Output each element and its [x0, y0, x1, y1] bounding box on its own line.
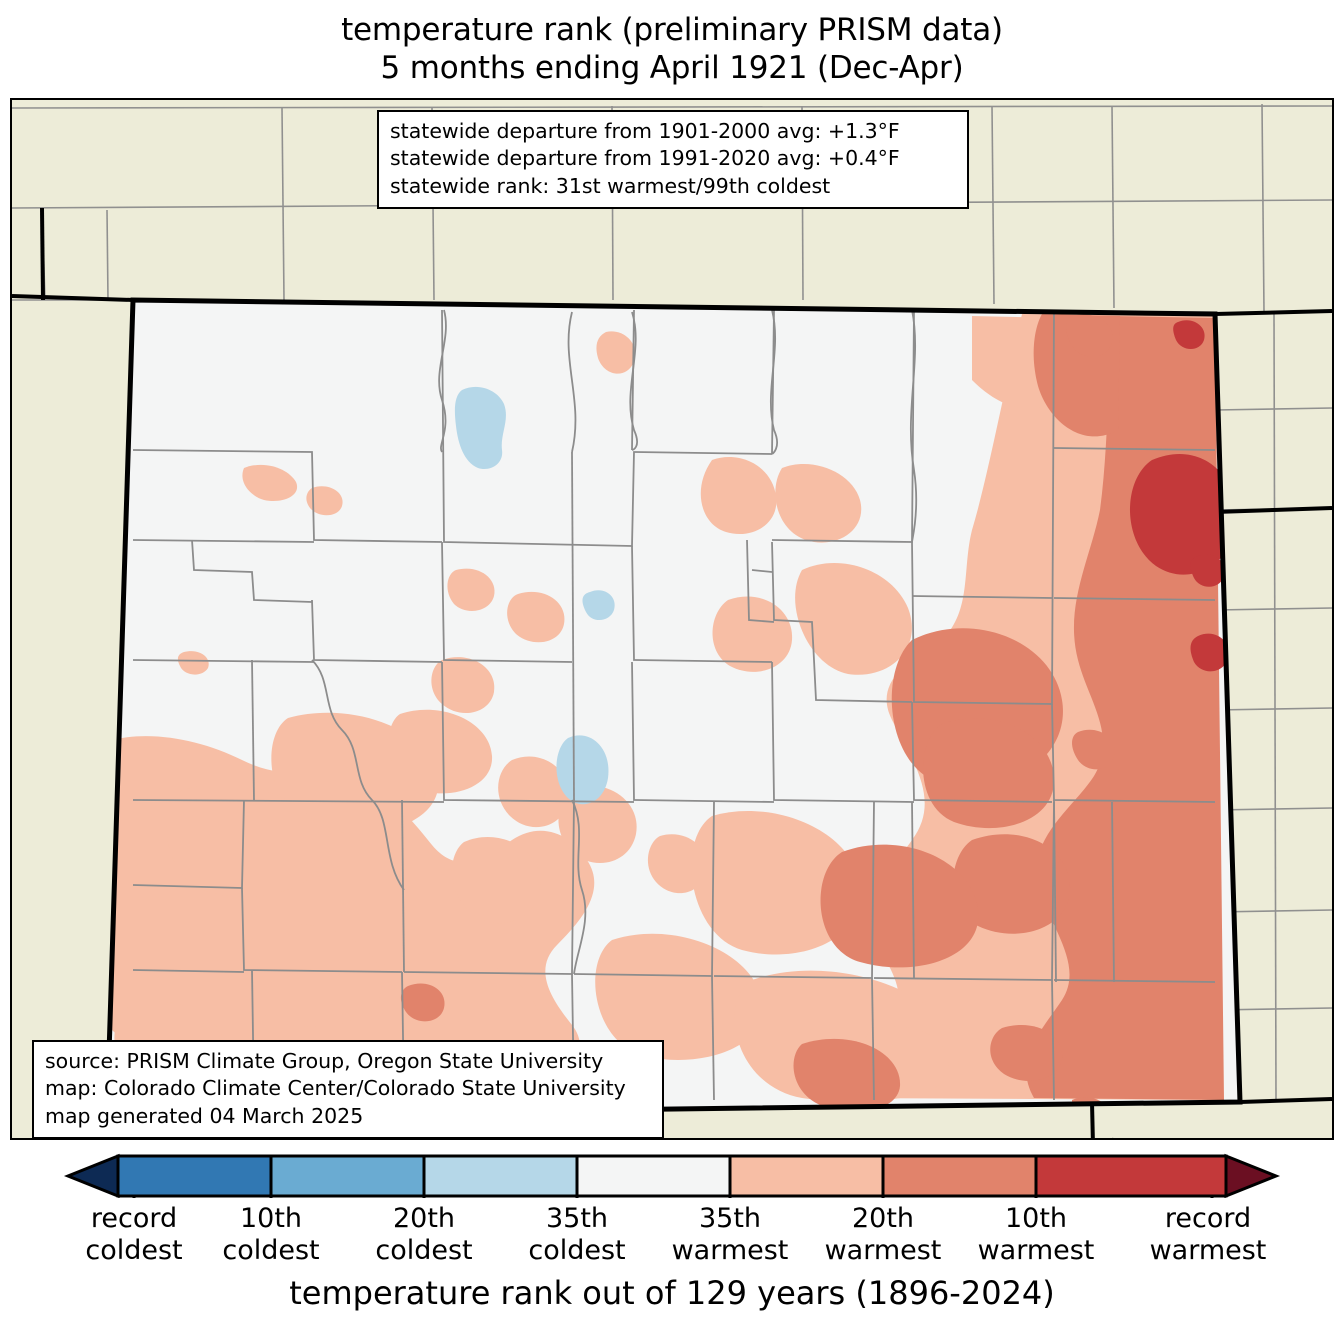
title-line-2: 5 months ending April 1921 (Dec-Apr)	[380, 49, 964, 86]
source-credit-box: source: PRISM Climate Group, Oregon Stat…	[32, 1040, 664, 1139]
class-10th-warmest	[1129, 320, 1237, 672]
colorbar-label-20th-coldest: 20th coldest	[375, 1203, 473, 1266]
swatch-20th-warmest	[881, 1154, 1038, 1198]
colorado-state-border	[104, 297, 1243, 1119]
swatch-35th-coldest	[422, 1154, 579, 1198]
source-line-3: map generated 04 March 2025	[45, 1103, 364, 1128]
swatch-10th-warmest	[1034, 1154, 1228, 1198]
source-line-1: source: PRISM Climate Group, Oregon Stat…	[45, 1049, 604, 1073]
map-frame	[10, 98, 1334, 1140]
colorbar-label-20th-warmest: 20th warmest	[824, 1203, 942, 1266]
statewide-stats-box: statewide departure from 1901-2000 avg: …	[377, 110, 969, 209]
colorbar-ticks	[132, 1196, 1214, 1198]
stats-line-1: statewide departure from 1901-2000 avg: …	[390, 119, 900, 143]
swatch-20th-coldest	[269, 1154, 426, 1198]
title-line-1: temperature rank (preliminary PRISM data…	[341, 12, 1003, 48]
colorbar-label-record-warmest: record warmest	[1149, 1203, 1267, 1266]
colorado-data-layer	[107, 300, 1240, 1116]
stats-line-3: statewide rank: 31st warmest/99th coldes…	[390, 173, 831, 198]
swatch-record-warmest	[1224, 1153, 1281, 1198]
colorbar-label-35th-coldest: 35th coldest	[528, 1203, 626, 1266]
colorbar-label-10th-coldest: 10th coldest	[222, 1203, 320, 1266]
page-title: temperature rank (preliminary PRISM data…	[0, 12, 1344, 88]
swatch-near-normal	[575, 1154, 732, 1198]
colorbar-label-record-coldest: record coldest	[85, 1203, 183, 1266]
neighbor-state-lines	[12, 207, 1332, 1138]
stats-line-2: statewide departure from 1991-2020 avg: …	[390, 146, 900, 171]
source-line-2: map: Colorado Climate Center/Colorado St…	[45, 1076, 626, 1101]
colorbar-caption: temperature rank out of 129 years (1896-…	[289, 1274, 1055, 1312]
colorbar-label-10th-warmest: 10th warmest	[977, 1203, 1095, 1266]
swatch-35th-warmest	[728, 1154, 885, 1198]
swatch-record-coldest	[63, 1153, 120, 1198]
colorbar-tick-labels: record coldest 10th coldest 20th coldest…	[0, 1203, 1344, 1269]
colorado-temperature-rank-map	[12, 100, 1332, 1138]
colorbar-svg	[63, 1153, 1281, 1198]
colorbar	[0, 1148, 1344, 1198]
class-35th-coldest	[454, 386, 615, 805]
colorbar-label-35th-warmest: 35th warmest	[671, 1203, 789, 1266]
swatch-10th-coldest	[116, 1154, 273, 1198]
